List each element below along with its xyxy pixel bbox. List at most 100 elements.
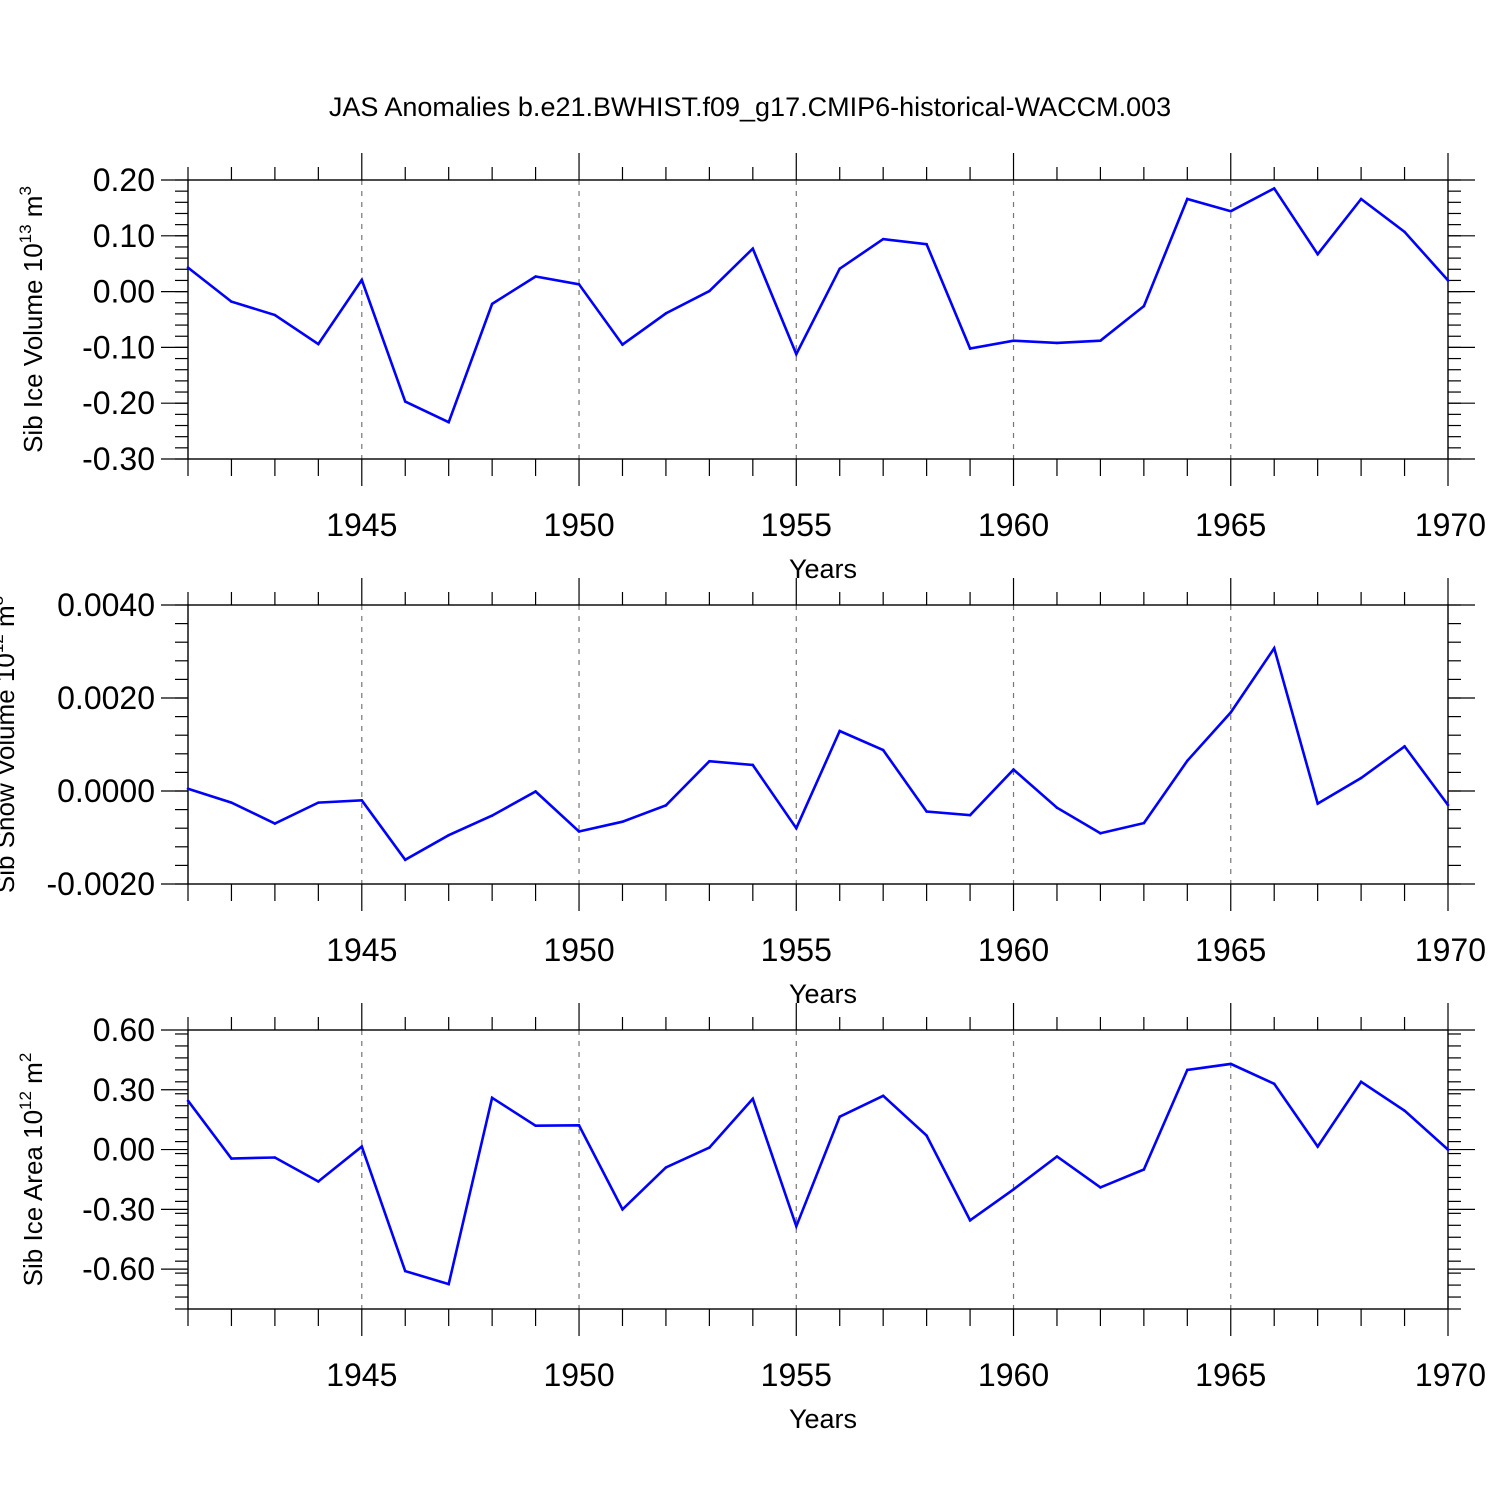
xtick-label-1960: 1960	[978, 932, 1049, 968]
data-point-1960	[1012, 768, 1015, 771]
data-point-1944	[317, 342, 320, 346]
data-point-1954	[751, 763, 755, 767]
data-point-1955	[794, 1224, 798, 1228]
data-point-1941	[186, 1099, 190, 1103]
data-point-1966	[1272, 1082, 1276, 1086]
data-point-1968	[1359, 197, 1363, 201]
data-point-1949	[534, 275, 537, 278]
data-point-1959	[968, 347, 972, 350]
data-point-1952	[664, 1166, 668, 1169]
data-point-1957	[881, 1094, 885, 1098]
data-point-1964	[1186, 1068, 1189, 1072]
data-point-1965	[1229, 1062, 1233, 1066]
data-point-1955	[794, 826, 798, 830]
xtick-label-1965: 1965	[1195, 932, 1266, 968]
data-point-1957	[881, 237, 885, 241]
plot-frame	[187, 604, 1449, 885]
data-point-1960	[1012, 339, 1015, 343]
data-point-1969	[1403, 1109, 1406, 1113]
data-point-1946	[403, 1269, 407, 1273]
xtick-label-1965: 1965	[1195, 507, 1266, 543]
data-point-1959	[968, 813, 972, 817]
data-point-1963	[1142, 1168, 1146, 1171]
data-point-1951	[621, 1208, 624, 1211]
ytick-label-5: 0.20	[93, 162, 155, 198]
data-point-1948	[490, 814, 494, 817]
data-point-1967	[1316, 1145, 1319, 1148]
xtick-label-1970: 1970	[1415, 507, 1486, 543]
data-point-1949	[534, 1124, 537, 1127]
data-point-1950	[577, 830, 581, 833]
series-line	[186, 1062, 1449, 1286]
data-point-1965	[1229, 711, 1233, 714]
data-point-1961	[1055, 1155, 1059, 1158]
data-point-1951	[621, 820, 624, 823]
data-point-1943	[273, 313, 277, 317]
xtick-label-1960: 1960	[978, 507, 1049, 543]
data-point-1967	[1316, 802, 1319, 805]
ytick-label-1: -0.20	[82, 385, 155, 421]
panel-3: -0.60 -0.30 0.00 0.30 0.60 1945 1950 1955 1960 19…	[16, 1003, 1486, 1434]
data-point-1947	[447, 833, 450, 837]
data-point-1962	[1099, 1186, 1102, 1189]
data-point-1948	[490, 1096, 494, 1100]
data-point-1969	[1403, 745, 1406, 748]
y-axis-label: Sib Ice Volume 1013 m3	[16, 186, 48, 453]
ytick-label-1: 0.0000	[57, 773, 155, 809]
data-point-1961	[1055, 341, 1059, 345]
xtick-label-1970: 1970	[1415, 932, 1486, 968]
data-point-1943	[273, 1156, 277, 1159]
ytick-label-3: 0.30	[93, 1072, 155, 1108]
data-point-1957	[881, 748, 885, 752]
ytick-label-1: -0.30	[82, 1191, 155, 1227]
ytick-label-0: -0.60	[82, 1251, 155, 1287]
data-point-1963	[1142, 304, 1146, 308]
data-point-1946	[403, 858, 407, 862]
data-point-1950	[577, 1123, 581, 1127]
xtick-label-1950: 1950	[543, 507, 614, 543]
y-axis-label: Sib Snow Volume 1012 m3	[0, 596, 20, 893]
panel-2: -0.0020 0.0000 0.0020 0.0040 1945 1950 1955 196…	[0, 578, 1486, 1009]
data-point-1963	[1142, 821, 1146, 825]
data-point-1941	[186, 266, 190, 269]
data-point-1954	[751, 247, 755, 250]
ytick-label-4: 0.60	[93, 1012, 155, 1048]
data-point-1965	[1229, 209, 1233, 213]
ytick-label-0: -0.0020	[46, 866, 155, 902]
ytick-label-2: 0.0020	[57, 680, 155, 716]
series-line	[187, 186, 1449, 424]
data-point-1944	[317, 801, 320, 804]
data-point-1953	[708, 1146, 711, 1149]
ytick-label-0: -0.30	[82, 441, 155, 477]
data-point-1952	[664, 804, 668, 807]
data-point-1944	[317, 1180, 320, 1183]
xtick-label-1970: 1970	[1415, 1357, 1486, 1393]
data-point-1967	[1316, 252, 1319, 256]
x-axis-label: Years	[789, 554, 857, 584]
xtick-label-1965: 1965	[1195, 1357, 1266, 1393]
data-point-1964	[1186, 197, 1189, 201]
xtick-label-1945: 1945	[326, 507, 397, 543]
data-point-1958	[925, 242, 928, 246]
data-point-1942	[230, 300, 233, 303]
data-point-1960	[1012, 1188, 1015, 1191]
series-line	[187, 645, 1450, 862]
data-point-1952	[664, 312, 668, 315]
data-point-1956	[838, 1115, 842, 1118]
data-point-1941	[186, 787, 190, 790]
data-point-1948	[490, 302, 494, 306]
data-point-1962	[1099, 339, 1102, 343]
data-point-1968	[1359, 1080, 1363, 1084]
ytick-label-3: 0.0040	[57, 587, 155, 623]
data-point-1953	[708, 289, 711, 293]
data-point-1959	[968, 1219, 972, 1222]
data-point-1942	[230, 1157, 233, 1160]
data-point-1945	[360, 278, 364, 282]
x-axis-label: Years	[789, 1404, 857, 1434]
data-point-1968	[1359, 776, 1363, 780]
xtick-label-1955: 1955	[761, 507, 832, 543]
data-point-1946	[403, 400, 407, 403]
data-point-1954	[751, 1097, 755, 1101]
